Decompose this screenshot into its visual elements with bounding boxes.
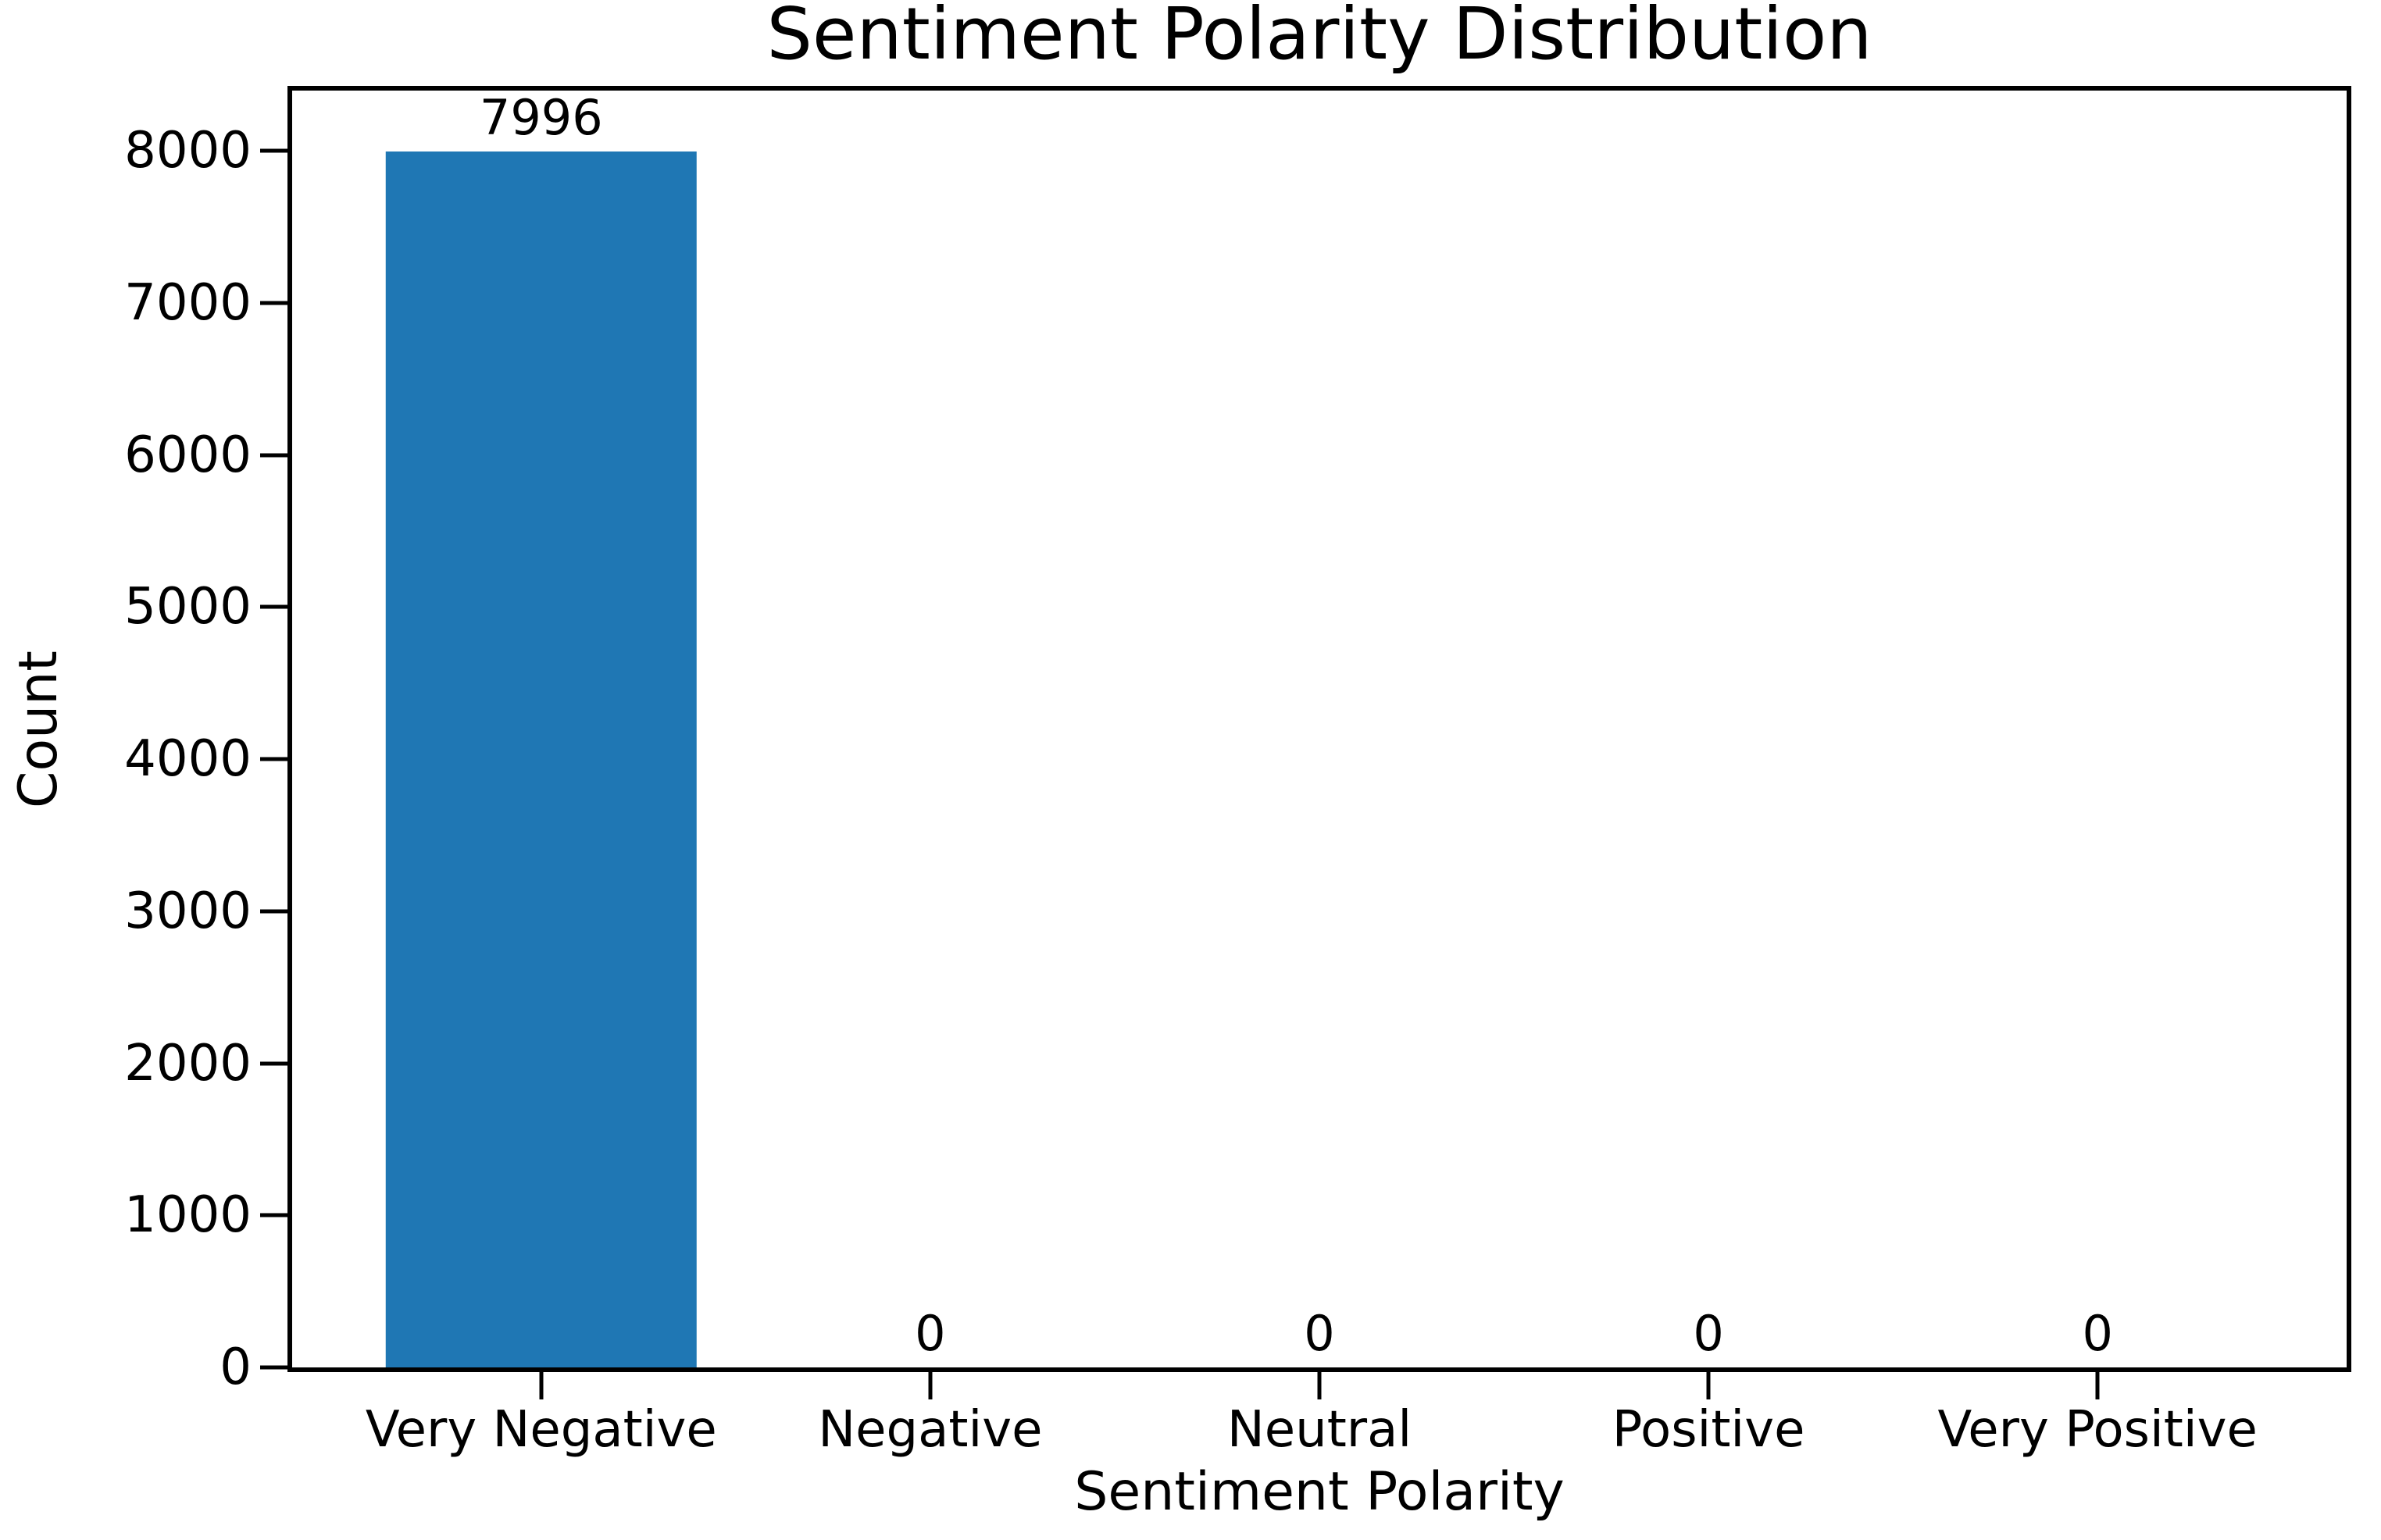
y-tick-mark (260, 1061, 287, 1066)
y-tick-mark (260, 301, 287, 305)
bar-value-label: 0 (2082, 1305, 2113, 1362)
x-tick-mark (928, 1372, 933, 1399)
x-tick-label: Very Negative (365, 1401, 717, 1459)
x-tick-label: Positive (1612, 1401, 1805, 1459)
y-axis-label-text: Count (8, 650, 70, 808)
y-axis-label: Count (6, 86, 72, 1372)
x-tick-label: Neutral (1226, 1401, 1412, 1459)
y-tick-label: 3000 (124, 882, 252, 940)
bar-value-label: 0 (1304, 1305, 1335, 1362)
bar (385, 151, 698, 1367)
y-tick-mark (260, 453, 287, 458)
y-tick-label: 8000 (124, 122, 252, 180)
y-tick-mark (260, 604, 287, 609)
y-tick-label: 7000 (124, 273, 252, 332)
x-tick-mark (539, 1372, 544, 1399)
x-tick-label: Negative (818, 1401, 1043, 1459)
y-tick-mark (260, 909, 287, 914)
bar-value-label: 0 (1693, 1305, 1724, 1362)
y-tick-mark (260, 148, 287, 153)
x-tick-mark (2095, 1372, 2100, 1399)
y-tick-mark (260, 1365, 287, 1370)
y-tick-label: 2000 (124, 1034, 252, 1093)
x-axis-label: Sentiment Polarity (1074, 1461, 1565, 1523)
y-tick-mark (260, 1213, 287, 1217)
y-tick-label: 1000 (124, 1186, 252, 1245)
y-tick-label: 0 (220, 1339, 252, 1396)
bar-value-label: 7996 (479, 88, 603, 146)
x-tick-mark (1317, 1372, 1322, 1399)
y-tick-label: 4000 (124, 730, 252, 789)
y-tick-mark (260, 757, 287, 761)
plot-area: 0 1000 2000 3000 4000 5000 6000 7000 8000 7996 Ver… (124, 86, 2351, 1455)
bar-value-label: 0 (915, 1305, 946, 1362)
y-tick-label: 5000 (124, 578, 252, 636)
chart-title: Sentiment Polarity Distribution (766, 0, 1872, 76)
x-tick-mark (1706, 1372, 1711, 1399)
y-tick-label: 6000 (124, 426, 252, 484)
x-tick-label: Very Positive (1937, 1401, 2258, 1459)
